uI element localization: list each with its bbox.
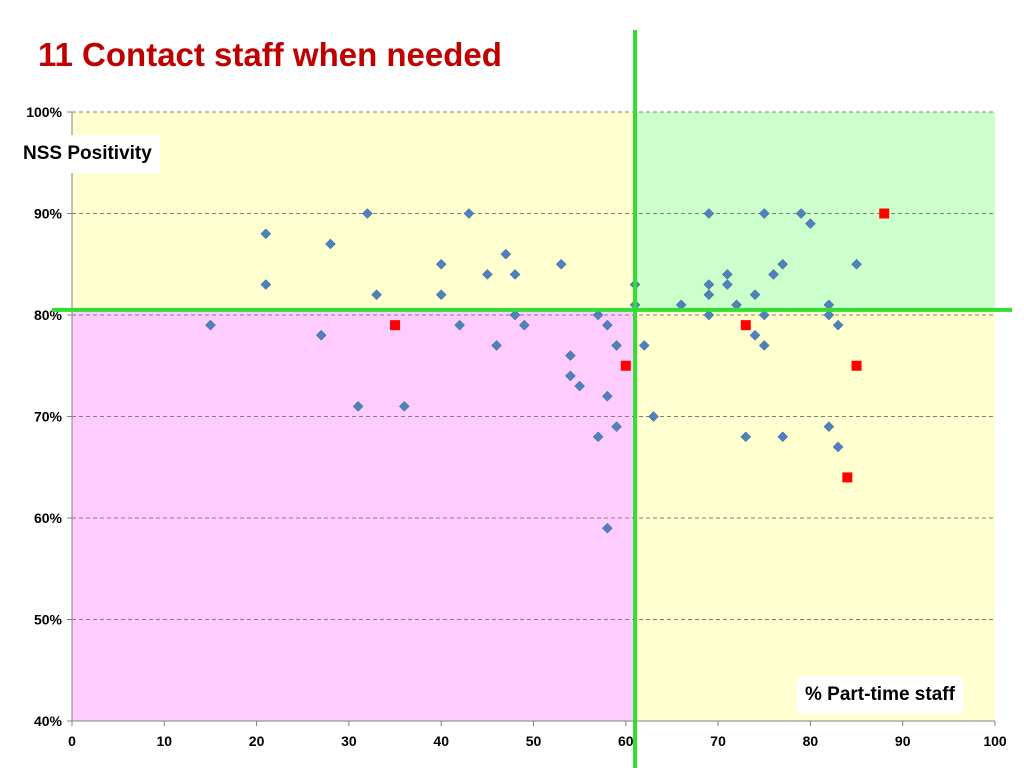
data-point-diamond	[638, 340, 650, 351]
x-tick-label: 50	[526, 733, 542, 749]
data-point-square	[879, 208, 890, 219]
data-point-diamond	[703, 309, 715, 321]
data-point-diamond	[454, 319, 466, 331]
y-tick-label: 60%	[34, 510, 63, 526]
data-point-diamond	[565, 350, 576, 361]
data-point-diamond	[555, 258, 567, 270]
threshold-lines	[52, 30, 1012, 768]
x-tick-label: 20	[249, 733, 265, 749]
data-point-diamond	[352, 400, 364, 412]
data-point-diamond	[611, 421, 622, 433]
data-point-diamond	[325, 238, 336, 250]
data-point-diamond	[703, 289, 715, 301]
data-point-diamond	[795, 208, 807, 219]
data-point-diamond	[463, 208, 475, 219]
data-point-diamond	[518, 319, 530, 331]
x-axis-label: % Part-time staff	[797, 676, 963, 714]
data-point-diamond	[315, 329, 327, 341]
data-point-diamond	[611, 340, 622, 351]
data-point-diamond	[435, 258, 447, 270]
data-point-diamond	[435, 289, 447, 301]
quadrant-backgrounds	[72, 112, 995, 721]
axes	[71, 112, 996, 726]
data-point-diamond	[205, 319, 216, 331]
data-point-diamond	[481, 269, 493, 280]
data-point-square	[851, 360, 862, 371]
data-point-diamond	[648, 411, 659, 422]
quadrant-bottom-left	[72, 309, 636, 721]
data-point-diamond	[823, 421, 835, 433]
x-tick-label: 30	[341, 733, 357, 749]
data-point-diamond	[823, 309, 835, 321]
quadrant-bottom-right	[635, 309, 995, 721]
data-point-diamond	[592, 309, 604, 321]
data-point-diamond	[721, 279, 733, 290]
y-axis-label: NSS Positivity	[15, 135, 160, 173]
y-tick-label: 90%	[34, 206, 63, 222]
data-point-diamond	[260, 279, 272, 290]
chart-title: 11 Contact staff when needed	[38, 36, 502, 73]
data-point-diamond	[758, 340, 770, 351]
x-tick-label: 80	[803, 733, 819, 749]
data-point-diamond	[371, 289, 382, 301]
y-tick-label: 100%	[26, 104, 62, 120]
data-point-diamond	[758, 309, 770, 321]
x-tick-labels: 0 10 20 30 40 50 60 70 80 90 100	[68, 733, 1007, 749]
data-point-diamond	[851, 258, 862, 270]
y-tick-labels: 40%50%60%70%80%90%100%	[26, 104, 62, 729]
data-point-diamond	[491, 340, 502, 351]
data-point-diamond	[749, 289, 761, 301]
data-point-diamond	[500, 248, 512, 260]
x-tick-label: 100	[983, 733, 1007, 749]
data-point-square	[842, 472, 853, 483]
data-point-diamond	[362, 208, 373, 219]
data-point-diamond	[832, 319, 844, 331]
x-tick-label: 0	[68, 733, 76, 749]
x-tick-label: 90	[895, 733, 911, 749]
data-point-diamond	[805, 218, 816, 230]
y-tick-label: 50%	[34, 612, 63, 628]
data-point-diamond	[574, 380, 586, 392]
data-point-diamond	[703, 208, 715, 219]
x-tick-label: 60	[618, 733, 634, 749]
quadrant-top-left	[72, 112, 636, 310]
y-tick-label: 40%	[34, 713, 63, 729]
data-point-diamond	[832, 441, 844, 453]
x-tick-label: 70	[710, 733, 726, 749]
gridlines	[67, 111, 995, 722]
data-point-diamond	[601, 319, 613, 331]
data-point-diamond	[777, 431, 789, 443]
data-point-diamond	[260, 228, 272, 240]
data-point-diamond	[768, 269, 779, 280]
data-point-diamond	[740, 431, 752, 443]
quadrant-top-right	[635, 112, 995, 310]
data-point-diamond	[509, 269, 521, 280]
data-point-diamond	[749, 329, 761, 341]
data-point-diamond	[777, 258, 789, 270]
data-point-square	[620, 360, 631, 371]
data-point-diamond	[592, 431, 604, 443]
x-tick-label: 10	[157, 733, 173, 749]
data-point-diamond	[398, 400, 410, 412]
data-point-diamond	[565, 370, 576, 382]
data-point-square	[390, 320, 401, 331]
x-tick-label: 40	[433, 733, 449, 749]
data-point-diamond	[601, 390, 613, 402]
data-point-diamond	[509, 309, 521, 321]
data-points	[205, 208, 890, 534]
data-point-diamond	[601, 522, 613, 534]
data-point-square	[740, 320, 751, 331]
y-tick-label: 70%	[34, 409, 63, 425]
data-point-diamond	[758, 208, 770, 219]
